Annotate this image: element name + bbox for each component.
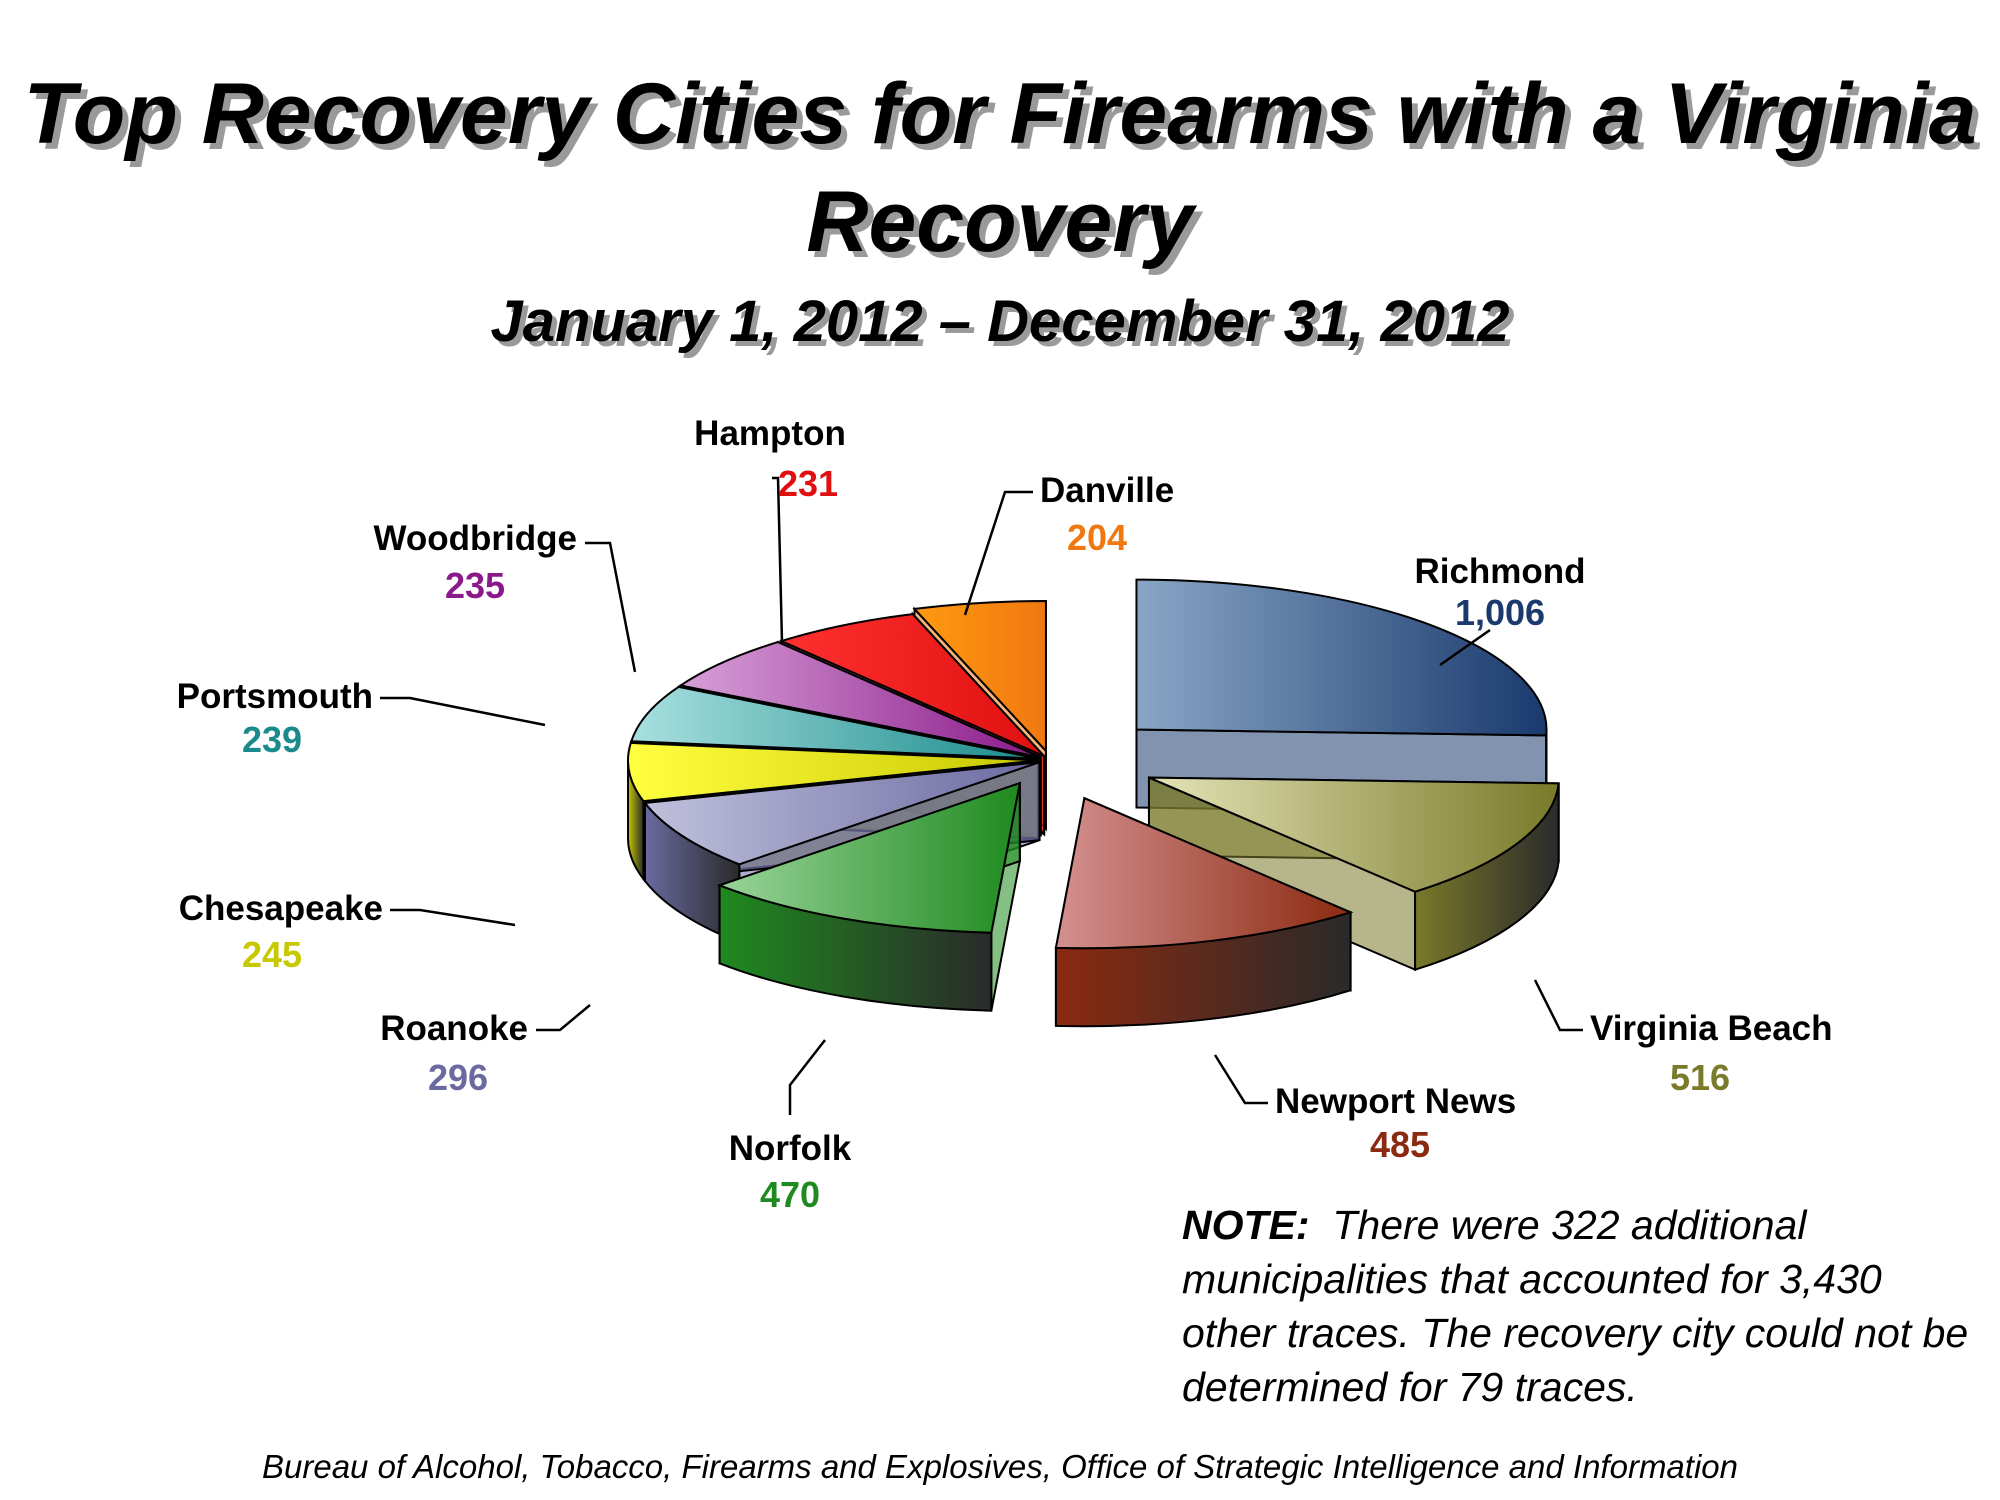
slice-value-virginia-beach: 516 bbox=[1670, 1057, 1730, 1098]
slice-value-chesapeake: 245 bbox=[242, 934, 302, 975]
leader-line-chesapeake bbox=[390, 908, 516, 927]
slice-label-chesapeake: Chesapeake bbox=[179, 889, 383, 928]
note-prefix: NOTE: bbox=[1182, 1202, 1310, 1248]
slice-label-portsmouth: Portsmouth bbox=[177, 677, 373, 716]
slice-value-newport-news: 485 bbox=[1370, 1124, 1430, 1165]
slice-label-hampton: Hampton bbox=[694, 414, 846, 453]
slice-label-danville: Danville bbox=[1040, 471, 1174, 510]
leader-line-portsmouth bbox=[380, 696, 546, 727]
slice-label-virginia-beach: Virginia Beach bbox=[1590, 1009, 1833, 1048]
slice-label-woodbridge: Woodbridge bbox=[374, 519, 578, 558]
leader-line-roanoke bbox=[536, 1004, 591, 1032]
leader-line-danville bbox=[963, 490, 1033, 616]
chart-title: Top Recovery Cities for Firearms with a … bbox=[23, 66, 1977, 270]
slice-label-norfolk: Norfolk bbox=[729, 1129, 852, 1168]
note: NOTE: There were 322 additional municipa… bbox=[1182, 1198, 1972, 1414]
pie-slice-norfolk bbox=[716, 781, 1022, 1012]
leader-line-norfolk bbox=[788, 1039, 826, 1115]
pie-slice-newport-news bbox=[1054, 796, 1354, 1028]
slice-label-richmond: Richmond bbox=[1414, 552, 1585, 591]
slice-value-danville: 204 bbox=[1067, 517, 1127, 558]
source-credit: Bureau of Alcohol, Tobacco, Firearms and… bbox=[262, 1448, 1738, 1485]
leader-line-newport-news bbox=[1213, 1054, 1268, 1105]
slice-value-norfolk: 470 bbox=[760, 1174, 820, 1215]
leader-line-hampton bbox=[772, 476, 784, 643]
title-block: Top Recovery Cities for Firearms with a … bbox=[0, 60, 2000, 362]
slice-value-portsmouth: 239 bbox=[242, 719, 302, 760]
slice-value-richmond: 1,006 bbox=[1455, 592, 1545, 633]
slice-value-roanoke: 296 bbox=[428, 1057, 488, 1098]
slice-value-hampton: 231 bbox=[778, 463, 838, 504]
note-text: There were 322 additional municipalities… bbox=[1182, 1202, 1969, 1410]
slice-value-woodbridge: 235 bbox=[445, 565, 505, 606]
chart-subtitle: January 1, 2012 – December 31, 2012 bbox=[490, 289, 1510, 354]
leader-line-richmond bbox=[1439, 628, 1491, 667]
leader-line-woodbridge bbox=[585, 541, 637, 673]
slice-label-roanoke: Roanoke bbox=[380, 1009, 528, 1048]
slice-label-newport-news: Newport News bbox=[1275, 1082, 1516, 1121]
leader-line-virginia-beach bbox=[1533, 979, 1583, 1032]
